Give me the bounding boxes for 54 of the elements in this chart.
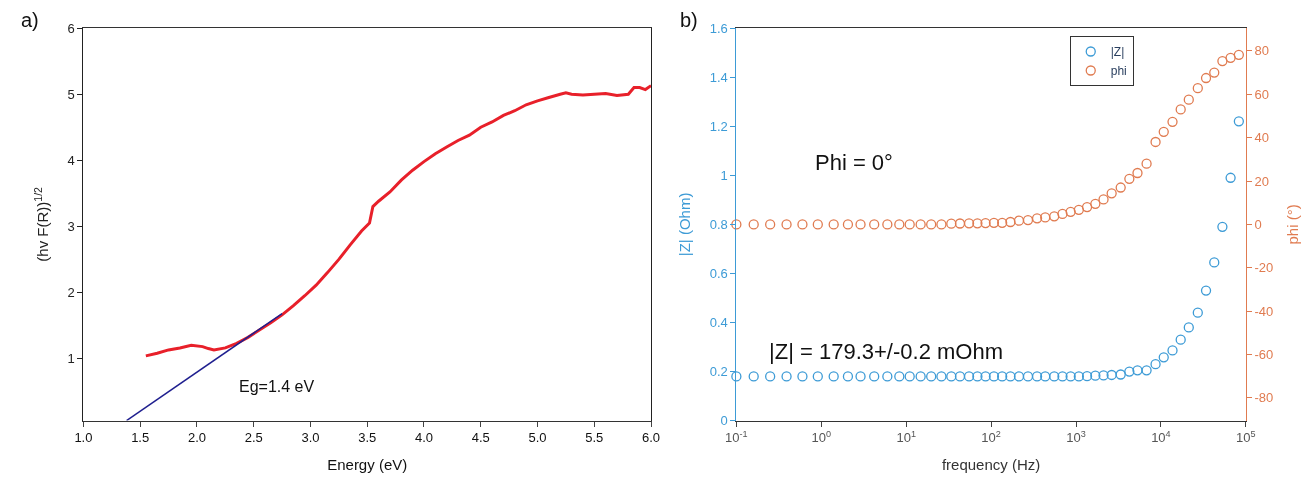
text: a) — [21, 9, 39, 31]
x-tick-label: 1.5 — [131, 430, 150, 446]
y-tick-label: 0.6 — [709, 265, 728, 281]
y2-tick-label: 0 — [1254, 216, 1262, 232]
x-tick-label: 10$^{2}$ — [981, 428, 1001, 446]
annotation: Phi = 0° — [815, 150, 893, 175]
y-axis-title: |Z| (Ohm) — [675, 192, 693, 257]
y2-tick-label: 20 — [1254, 173, 1269, 189]
x-tick-label: 2.0 — [187, 430, 206, 446]
y-tick-label: 0.4 — [709, 315, 728, 331]
x-tick-label: 6.0 — [642, 430, 661, 446]
y2-tick-label: -40 — [1254, 303, 1274, 319]
y-tick-label: 1 — [720, 167, 728, 183]
y-tick-label: 5 — [67, 86, 75, 102]
x-tick-label: 5.5 — [585, 430, 604, 446]
y-tick-label: 0.8 — [709, 216, 728, 232]
x-tick-label: 10$^{1}$ — [896, 428, 916, 446]
x-tick-label: 4.5 — [471, 430, 490, 446]
line-series — [144, 84, 652, 358]
x-tick-label: 10$^{0}$ — [811, 428, 832, 446]
y-tick-label: 3 — [67, 218, 75, 234]
x-tick-label: 4.0 — [414, 430, 434, 446]
y2-tick-label: 60 — [1254, 86, 1269, 102]
y2-tick-label: -60 — [1254, 347, 1274, 363]
y2-tick-label: -20 — [1254, 260, 1274, 276]
x-tick-label: 10$^{4}$ — [1151, 428, 1171, 446]
x-tick-label: 3.5 — [358, 430, 377, 446]
legend-label: phi — [1110, 64, 1127, 79]
y2-tick-label: 40 — [1254, 130, 1269, 146]
y2-axis-title: phi (°) — [1284, 204, 1302, 245]
legend-label: |Z| — [1110, 45, 1125, 60]
y2-tick-label: -80 — [1254, 390, 1274, 406]
annotation: |Z| = 179.3+/-0.2 mOhm — [769, 339, 1003, 364]
y-tick-label: 1 — [67, 351, 75, 367]
y2-tick-label: 80 — [1254, 43, 1269, 59]
x-axis-title: Energy (eV) — [327, 456, 408, 474]
y-tick-label: 1.6 — [709, 20, 728, 36]
x-tick-label: 5.0 — [528, 430, 547, 446]
x-axis-title: frequency (Hz) — [941, 456, 1041, 474]
y-tick-label: 4 — [67, 152, 75, 168]
x-tick-label: 10$^{3}$ — [1066, 428, 1086, 446]
y-tick-label: 0 — [720, 413, 728, 429]
text: b) — [680, 9, 698, 31]
x-tick-label: 10$^{-1}$ — [725, 428, 748, 446]
y-tick-label: 0.2 — [709, 364, 728, 380]
x-tick-label: 3.0 — [301, 430, 320, 446]
y-tick-label: 2 — [67, 284, 75, 300]
y-tick-label: 1.4 — [709, 69, 728, 85]
y-tick-label: 1.2 — [709, 118, 728, 134]
x-tick-label: 10$^{5}$ — [1236, 428, 1256, 446]
x-tick-label: 2.5 — [244, 430, 263, 446]
annotation: Eg=1.4 eV — [239, 378, 315, 395]
x-tick-label: 1.0 — [74, 430, 93, 446]
y-tick-label: 6 — [67, 20, 75, 36]
